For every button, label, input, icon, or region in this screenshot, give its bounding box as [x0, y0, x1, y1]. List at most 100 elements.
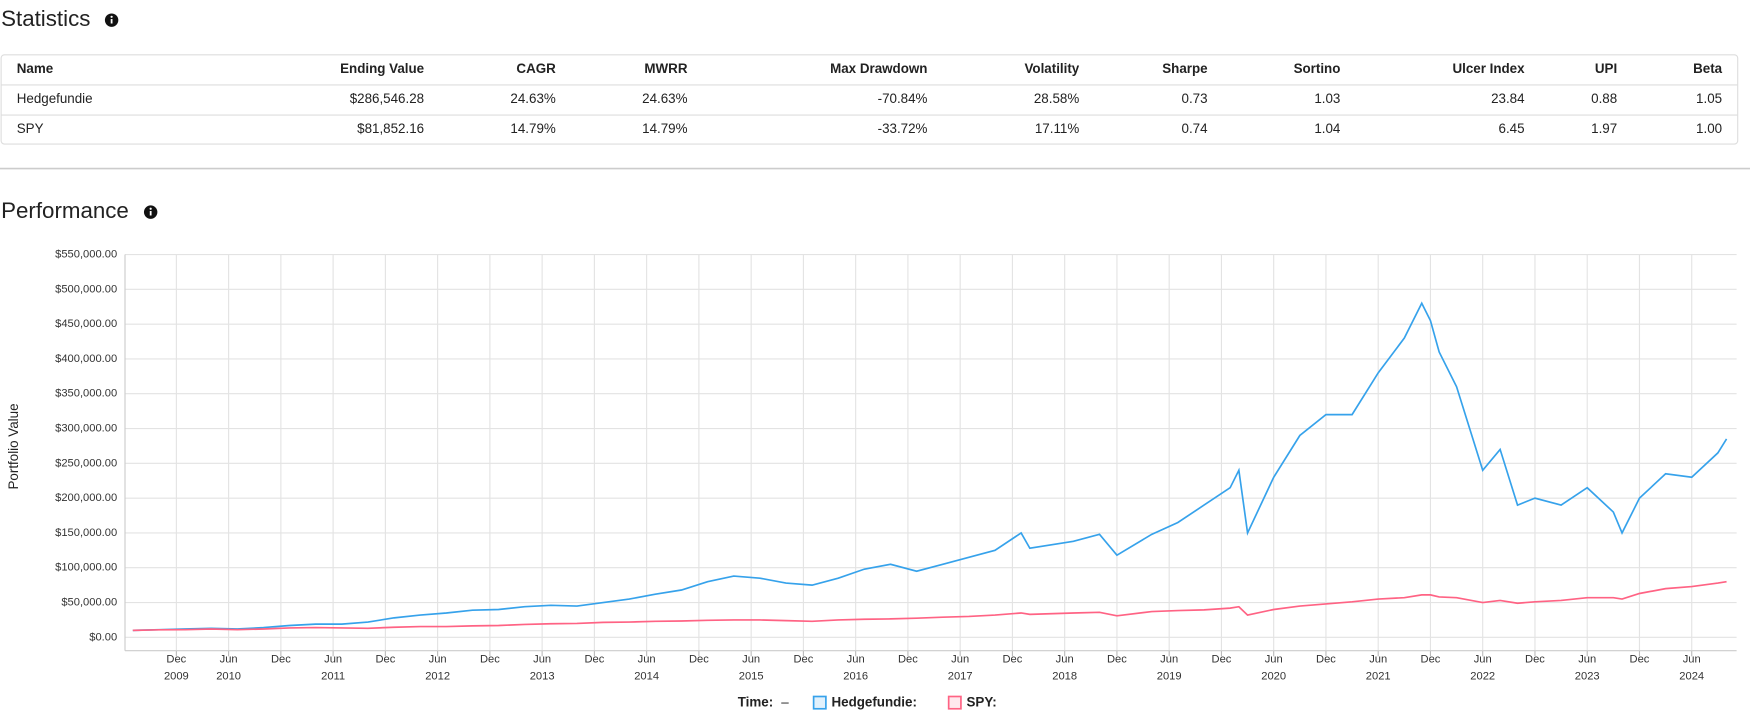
table-cell: 23.84: [1491, 91, 1525, 106]
table-cell: 0.74: [1182, 121, 1209, 136]
legend-item[interactable]: SPY:: [967, 695, 997, 710]
column-header: Name: [17, 61, 53, 76]
table-cell: 1.05: [1696, 91, 1722, 106]
y-tick-label: $150,000.00: [55, 527, 117, 539]
x-tick-year: 2018: [1052, 670, 1077, 682]
x-tick-label: Jun: [638, 654, 656, 666]
info-icon[interactable]: [143, 205, 158, 219]
x-tick-label: Dec: [166, 654, 186, 666]
legend-item[interactable]: Hedgefundie:: [831, 695, 916, 710]
x-tick-label: Dec: [1316, 654, 1336, 666]
table-cell: 24.63%: [510, 91, 555, 106]
x-tick-year: 2014: [634, 670, 659, 682]
x-tick-year: 2013: [530, 670, 555, 682]
table-cell: SPY: [17, 121, 44, 136]
x-tick-label: Jun: [1474, 654, 1492, 666]
table-cell: 14.79%: [510, 121, 555, 136]
x-tick-year: 2009: [164, 670, 189, 682]
x-tick-label: Jun: [1265, 654, 1283, 666]
column-header: Sharpe: [1162, 61, 1207, 76]
section-title: Statistics: [1, 6, 90, 31]
table-border: [0, 54, 1739, 145]
x-tick-label: Dec: [793, 654, 813, 666]
table-cell: -70.84%: [878, 91, 928, 106]
x-tick-label: Jun: [429, 654, 447, 666]
column-header: MWRR: [644, 61, 687, 76]
x-tick-label: Jun: [847, 654, 865, 666]
x-tick-label: Jun: [1578, 654, 1596, 666]
table-cell: Hedgefundie: [17, 91, 93, 106]
x-tick-label: Dec: [1212, 654, 1232, 666]
table-cell: 1.04: [1314, 121, 1341, 136]
statistics-table: Name Ending Value CAGR MWRR Max Drawdown Vola…: [17, 61, 1723, 136]
x-tick-label: Dec: [1630, 654, 1650, 666]
y-tick-label: $100,000.00: [55, 562, 117, 574]
performance-chart: $0.00 $50,000.00 $100,000.00 $150,000.00 $20…: [6, 248, 1737, 710]
x-tick-year: 2012: [425, 670, 450, 682]
table-cell: 6.45: [1499, 121, 1525, 136]
table-cell: $81,852.16: [357, 121, 424, 136]
x-tick-label: Dec: [1003, 654, 1023, 666]
x-tick-year: 2016: [843, 670, 868, 682]
table-cell: 1.00: [1696, 121, 1722, 136]
y-tick-label: $400,000.00: [55, 353, 117, 365]
series-line: [132, 301, 1728, 632]
y-axis-title: Portfolio Value: [6, 403, 21, 489]
column-header: Volatility: [1024, 61, 1079, 76]
legend-label: Time:: [738, 695, 773, 710]
x-tick-label: Dec: [1107, 654, 1127, 666]
info-icon[interactable]: [104, 13, 119, 27]
x-tick-label: Jun: [220, 654, 238, 666]
x-tick-label: Jun: [951, 654, 969, 666]
x-tick-year: 2022: [1470, 670, 1495, 682]
y-tick-label: $500,000.00: [55, 283, 117, 295]
column-header: Sortino: [1294, 61, 1341, 76]
table-cell: 0.73: [1182, 91, 1208, 106]
x-tick-year: 2010: [216, 670, 241, 682]
table-cell: -33.72%: [878, 121, 928, 136]
x-tick-year: 2011: [321, 670, 345, 682]
column-header: Ending Value: [340, 61, 424, 76]
x-tick-label: Jun: [1056, 654, 1074, 666]
table-cell: 28.58%: [1034, 91, 1079, 106]
x-tick-label: Jun: [533, 654, 551, 666]
legend-swatch[interactable]: [947, 695, 962, 710]
y-tick-label: $0.00: [89, 631, 117, 643]
x-tick-label: Dec: [375, 654, 395, 666]
x-tick-year: 2017: [948, 670, 973, 682]
x-tick-label: Jun: [324, 654, 342, 666]
y-tick-label: $250,000.00: [55, 457, 117, 469]
table-cell: 14.79%: [642, 121, 687, 136]
legend-value: –: [781, 695, 789, 710]
y-tick-label: $450,000.00: [55, 318, 117, 330]
y-tick-label: $300,000.00: [55, 422, 117, 434]
table-cell: 1.97: [1591, 121, 1617, 136]
x-tick-label: Dec: [898, 654, 918, 666]
series-line: [132, 580, 1727, 632]
column-header: Ulcer Index: [1452, 61, 1525, 76]
x-tick-label: Dec: [689, 654, 709, 666]
x-tick-label: Jun: [1160, 654, 1178, 666]
x-tick-label: Dec: [1525, 654, 1545, 666]
x-tick-label: Dec: [271, 654, 291, 666]
x-tick-year: 2015: [739, 670, 764, 682]
x-tick-year: 2024: [1679, 670, 1704, 682]
legend-swatch[interactable]: [812, 695, 827, 710]
x-tick-label: Jun: [1683, 654, 1701, 666]
table-cell: 24.63%: [642, 91, 687, 106]
x-tick-label: Jun: [1369, 654, 1387, 666]
x-tick-label: Dec: [480, 654, 500, 666]
table-cell: 17.11%: [1035, 121, 1079, 136]
x-tick-year: 2023: [1575, 670, 1600, 682]
section-title: Performance: [1, 198, 129, 223]
column-header: Max Drawdown: [830, 61, 927, 76]
column-header: CAGR: [516, 61, 556, 76]
x-tick-year: 2021: [1366, 670, 1391, 682]
y-tick-label: $550,000.00: [55, 248, 117, 260]
x-tick-year: 2020: [1261, 670, 1286, 682]
y-tick-label: $50,000.00: [61, 596, 117, 608]
table-cell: 1.03: [1314, 91, 1340, 106]
column-header: Beta: [1693, 61, 1723, 76]
